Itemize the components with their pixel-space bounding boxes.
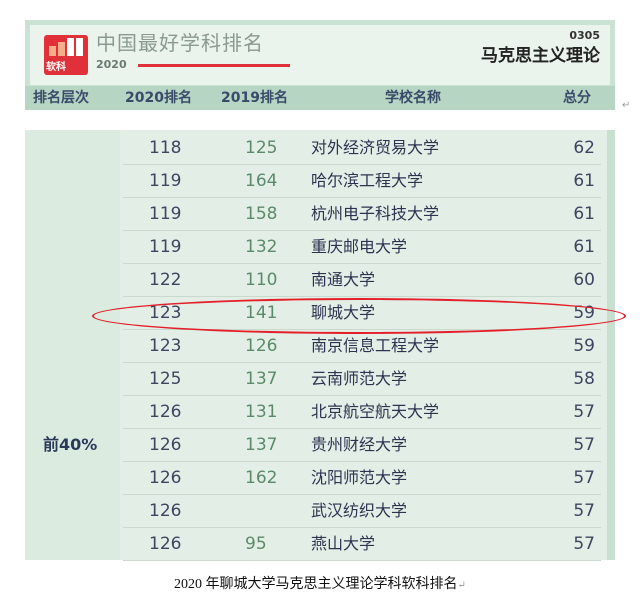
table-row: 125 137 云南师范大学 58 [123,363,601,396]
school-name: 重庆邮电大学 [311,237,408,256]
rank-2019: 162 [245,468,278,488]
school-name: 沈阳师范大学 [311,468,408,487]
school-name: 武汉纺织大学 [311,501,408,520]
rank-2019: 126 [245,336,278,356]
rank-2020: 122 [149,270,182,290]
rank-2020: 126 [149,534,182,554]
table-row: 126 武汉纺织大学 57 [123,495,601,528]
table-row: 126 95 燕山大学 57 [123,528,601,561]
rank-2019: 158 [245,204,278,224]
rank-2019: 131 [245,402,278,422]
rank-2019: 95 [245,534,267,554]
rank-2020: 119 [149,204,182,224]
school-name: 贵州财经大学 [311,435,408,454]
header-rank-2020: 2020排名 [125,90,192,106]
rank-2020: 125 [149,369,182,389]
total-score: 57 [573,435,595,455]
right-border [607,130,615,560]
brand-title: 中国最好学科排名 [96,31,264,55]
total-score: 60 [573,270,595,290]
total-score: 61 [573,204,595,224]
table-row: 122 110 南通大学 60 [123,264,601,297]
table-row: 126 137 贵州财经大学 57 [123,429,601,462]
rank-2020: 126 [149,468,182,488]
school-name: 对外经济贸易大学 [311,138,440,157]
rank-2019: 164 [245,171,278,191]
rank-2019: 137 [245,435,278,455]
shanghai-ranking-logo: 软科 [44,35,88,75]
table-header: 排名层次 2020排名 2019排名 学校名称 总分 [25,86,615,110]
table-row: 119 164 哈尔滨工程大学 61 [123,165,601,198]
school-name: 杭州电子科技大学 [311,204,440,223]
tier-label: 前40% [43,435,98,454]
rank-2019: 125 [245,138,278,158]
header-rank-2019: 2019排名 [221,90,288,106]
header-tier: 排名层次 [33,90,89,106]
tier-column: 前40% [25,130,120,560]
rank-2020: 126 [149,402,182,422]
total-score: 59 [573,336,595,356]
school-name: 哈尔滨工程大学 [311,171,424,190]
total-score: 62 [573,138,595,158]
rank-2020: 118 [149,138,182,158]
table-row: 126 162 沈阳师范大学 57 [123,462,601,495]
total-score: 57 [573,402,595,422]
brand-year: 2020 [96,58,127,71]
ranking-table: 前40% 118 125 对外经济贸易大学 62 119 164 哈尔滨工程大学 61 119 1… [25,130,615,561]
total-score: 57 [573,468,595,488]
brand-underline [138,64,290,67]
ranking-banner: 软科 中国最好学科排名 2020 0305 马克思主义理论 排名层次 2020排… [25,20,615,110]
rank-2019: 137 [245,369,278,389]
table-row: 119 132 重庆邮电大学 61 [123,231,601,264]
total-score: 61 [573,171,595,191]
rank-2020: 123 [149,336,182,356]
subject-code: 0305 [569,29,600,42]
total-score: 61 [573,237,595,257]
school-name: 北京航空航天大学 [311,402,440,421]
header-score: 总分 [563,90,591,106]
rank-2019: 110 [245,270,278,290]
total-score: 57 [573,534,595,554]
school-name: 云南师范大学 [311,369,408,388]
table-row: 123 126 南京信息工程大学 59 [123,330,601,363]
highlight-ellipse [92,298,626,334]
subject-title: 马克思主义理论 [481,46,600,66]
school-name: 燕山大学 [311,534,376,553]
rank-2020: 119 [149,237,182,257]
rank-2019: 132 [245,237,278,257]
figure-caption: 2020 年聊城大学马克思主义理论学科软科排名↵ [174,577,466,592]
total-score: 58 [573,369,595,389]
school-name: 南通大学 [311,270,376,289]
table-row: 126 131 北京航空航天大学 57 [123,396,601,429]
rank-2020: 126 [149,435,182,455]
total-score: 57 [573,501,595,521]
return-mark: ↵ [622,100,631,111]
table-row: 118 125 对外经济贸易大学 62 [123,132,601,165]
header-school: 学校名称 [385,90,441,106]
table-row: 119 158 杭州电子科技大学 61 [123,198,601,231]
rank-2020: 119 [149,171,182,191]
rank-2020: 126 [149,501,182,521]
school-name: 南京信息工程大学 [311,336,440,355]
